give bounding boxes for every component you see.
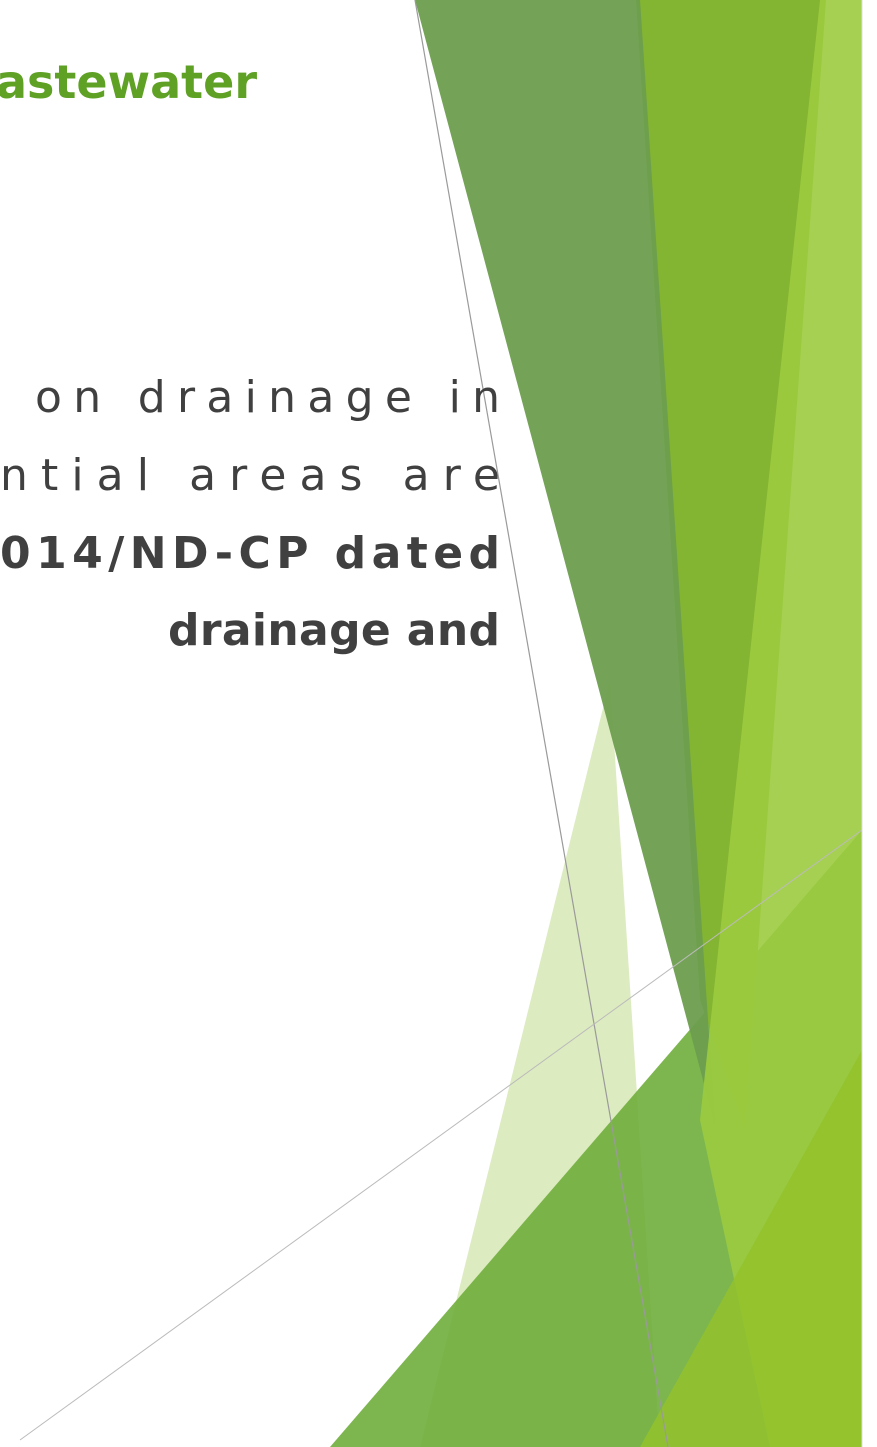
decoration — [20, 0, 862, 1447]
page: astewater on drainage in ntial areas are… — [0, 0, 877, 1447]
body-line: on drainage in — [35, 372, 500, 423]
body-line: ntial areas are — [0, 450, 500, 501]
body-line: drainage and — [168, 605, 500, 656]
body-line: 014/ND-CP dated — [0, 528, 500, 579]
slide: astewater on drainage in ntial areas are… — [0, 0, 877, 1447]
slide-title: astewater — [0, 55, 257, 109]
